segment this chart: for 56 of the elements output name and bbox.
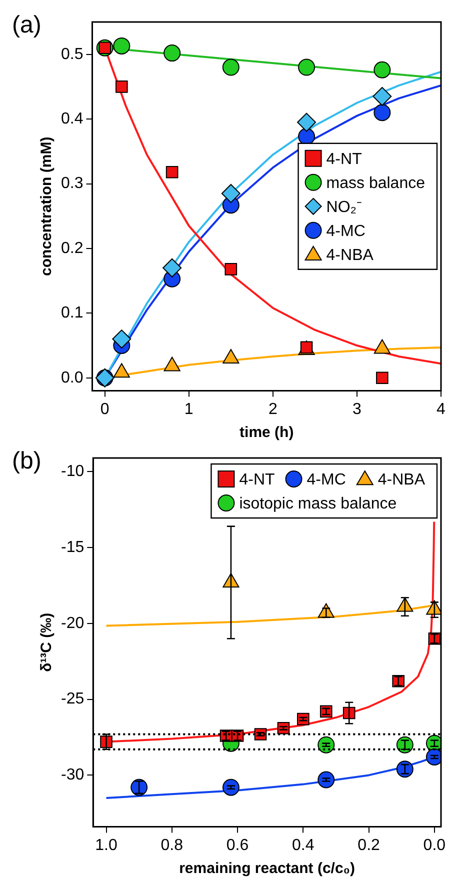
y-tick-label: 0.2 (60, 240, 84, 257)
y-axis-title: concentration (mM) (38, 136, 56, 276)
point (162, 258, 182, 278)
x-tick-label: 4 (436, 400, 446, 418)
point (224, 263, 238, 276)
y-tick-label: -15 (61, 538, 84, 556)
x-tick-label: 2 (268, 400, 278, 418)
text: (a) (12, 12, 42, 39)
x-tick-label: 0.4 (292, 836, 314, 854)
point (372, 86, 392, 106)
x-tick-label: 1 (184, 400, 194, 418)
legend-label: 4-NT (326, 150, 362, 168)
legend-label: NO₂⁻ (326, 198, 362, 216)
point (374, 61, 391, 78)
x-tick-label: 0.8 (160, 836, 184, 854)
point (222, 58, 240, 76)
point (112, 330, 132, 349)
legend-label: 4-MC (326, 222, 366, 240)
x-tick-label: 0 (100, 400, 110, 418)
point (396, 760, 414, 778)
legend-label: 4-NBA (378, 471, 426, 488)
point (320, 705, 332, 718)
point (374, 104, 391, 122)
legend-label: 4-NBA (326, 246, 374, 264)
point (130, 778, 148, 796)
point (116, 80, 128, 93)
text: (b) (12, 448, 42, 475)
legend-label: mass balance (326, 174, 426, 192)
y-tick-label: -25 (61, 690, 84, 708)
y-tick-label: -20 (61, 614, 84, 632)
y-tick-label: 0.1 (60, 304, 84, 322)
y-tick-label: 0.4 (60, 110, 84, 128)
point (164, 44, 181, 62)
y-tick-label: -30 (61, 766, 84, 784)
legend-label: isotopic mass balance (239, 495, 397, 512)
point (221, 184, 240, 203)
point (376, 372, 388, 384)
y-tick-label: 0.3 (60, 175, 84, 192)
x-tick-label: 0.6 (226, 836, 249, 854)
x-axis-title: remaining reactant (c/c₀) (179, 860, 356, 878)
point (396, 736, 414, 754)
y-tick-label: -10 (61, 463, 84, 480)
point (113, 37, 130, 54)
point (298, 58, 316, 76)
x-tick-label: 1.0 (95, 836, 118, 854)
y-axis-title: δ¹³C (‰) (38, 612, 56, 672)
x-tick-label: 3 (352, 400, 362, 418)
x-axis-title: time (h) (240, 424, 294, 442)
legend-label: 4-NT (239, 471, 275, 488)
point (166, 166, 178, 178)
x-tick-label: 0.2 (358, 836, 380, 854)
legend-label: 4-MC (306, 471, 346, 488)
y-tick-label: 0.0 (60, 369, 84, 386)
x-tick-label: 0.0 (423, 836, 446, 854)
point (297, 112, 316, 132)
y-tick-label: 0.5 (60, 46, 84, 63)
